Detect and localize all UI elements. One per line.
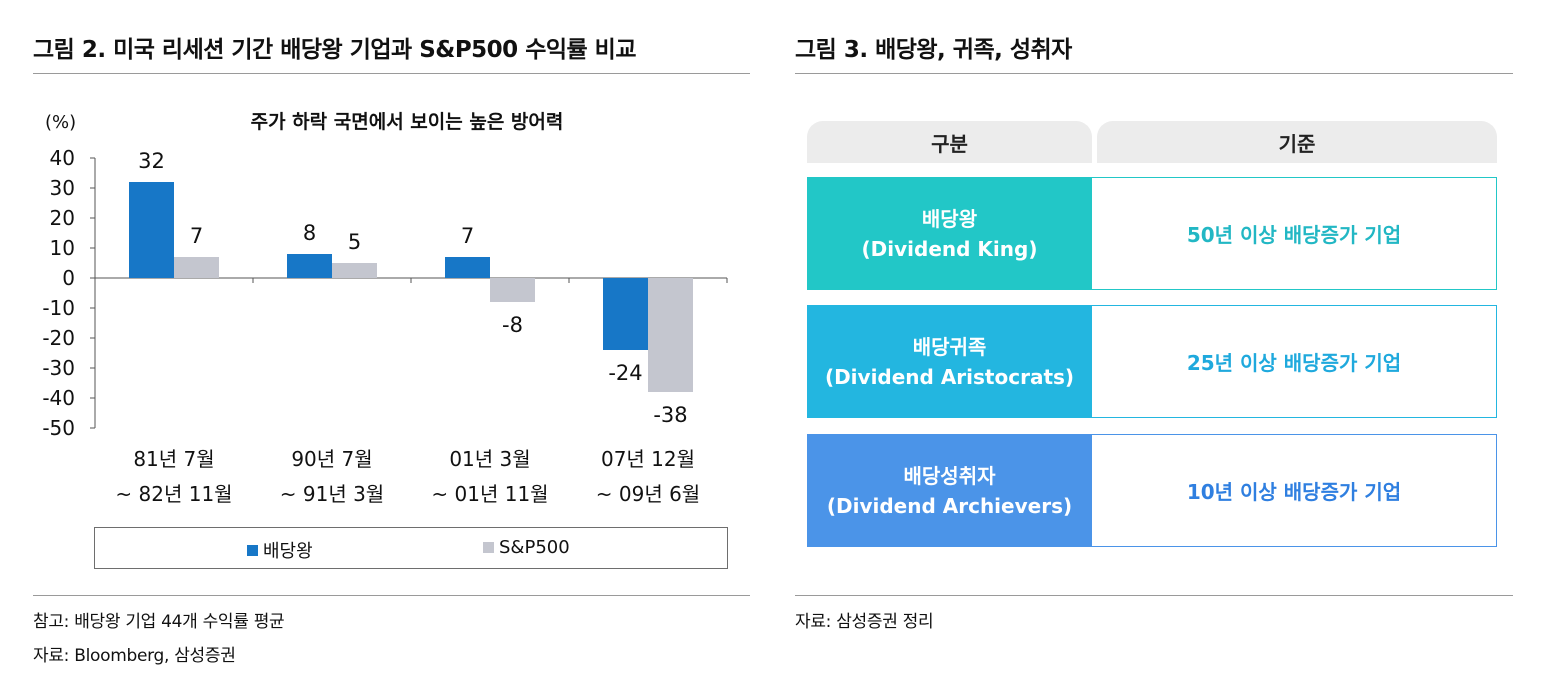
x-tick-label: ~ 09년 6월 [596,482,700,506]
data-label: 8 [303,221,316,245]
y-tick-label: 30 [50,176,75,200]
bar-sp500 [174,257,219,278]
table-row-dividend-king-label: 배당왕 (Dividend King) [807,177,1092,290]
legend-swatch-series-2 [483,542,494,553]
table-header-category: 구분 [807,121,1092,163]
table-row-dividend-king-criteria: 50년 이상 배당증가 기업 [1092,177,1497,290]
figure3-top-rule [795,73,1513,74]
chart-title: 주가 하락 국면에서 보이는 높은 방어력 [251,111,564,133]
bar-sp500 [648,278,693,392]
row-english: (Dividend King) [861,236,1038,261]
y-tick-label: -50 [42,416,75,440]
data-label: 32 [138,149,165,173]
figure3-bottom-rule [795,595,1513,596]
data-label: 7 [190,224,203,248]
figure2-title: 그림 2. 미국 리세션 기간 배당왕 기업과 S&P500 수익률 비교 [33,37,637,63]
data-label: -8 [502,313,523,337]
y-tick-label: 40 [50,146,75,170]
table-row-dividend-aristocrats-label: 배당귀족 (Dividend Aristocrats) [807,305,1092,418]
figure2-source: 자료: Bloomberg, 삼성증권 [33,646,236,666]
x-tick-label: 07년 12월 [601,447,695,471]
y-tick-label: -30 [42,356,75,380]
data-label: -24 [608,361,642,385]
row-english: (Dividend Aristocrats) [824,364,1075,389]
legend-item-series-1: 배당왕 [247,537,313,563]
y-tick-label: -10 [42,296,75,320]
data-label: -38 [653,403,687,427]
x-tick-label: 90년 7월 [291,447,372,471]
figure2-note: 참고: 배당왕 기업 44개 수익률 평균 [33,612,285,632]
y-tick-label: -40 [42,386,75,410]
figure3-source: 자료: 삼성증권 정리 [795,612,934,632]
row-name: 배당왕 [921,206,978,231]
y-tick-label: 10 [50,236,75,260]
legend-swatch-series-1 [247,544,258,556]
row-name: 배당성취자 [903,463,996,488]
x-tick-label: ~ 82년 11월 [115,482,232,506]
table-row-dividend-achievers-criteria: 10년 이상 배당증가 기업 [1092,434,1497,547]
row-criteria: 50년 이상 배당증가 기업 [1186,223,1402,247]
table-row-dividend-achievers-label: 배당성취자 (Dividend Archievers) [807,434,1092,547]
bar-chart: 주가 하락 국면에서 보이는 높은 방어력 (%) 40 30 20 10 0 -10 -20 -… [42,111,728,506]
y-axis-unit: (%) [45,112,76,133]
bar-dividend-king [287,254,332,278]
y-tick-label: -20 [42,326,75,350]
legend-item-series-2: S&P500 [483,537,570,558]
legend-label-series-1: 배당왕 [263,541,313,562]
x-tick-label: ~ 01년 11월 [431,482,548,506]
x-tick-label: 01년 3월 [449,447,530,471]
bar-dividend-king [129,182,174,278]
x-tick-label: ~ 91년 3월 [280,482,384,506]
bar-dividend-king [603,278,648,350]
row-english: (Dividend Archievers) [826,493,1073,518]
figure2-top-rule [33,73,750,74]
figure2-bottom-rule [33,595,750,596]
row-name: 배당귀족 [912,334,987,359]
bar-dividend-king [445,257,490,278]
row-criteria: 25년 이상 배당증가 기업 [1186,351,1402,375]
figure3-title: 그림 3. 배당왕, 귀족, 성취자 [795,37,1072,63]
y-tick-label: 20 [50,206,75,230]
y-tick-label: 0 [62,266,75,290]
row-criteria: 10년 이상 배당증가 기업 [1186,480,1402,504]
legend-label-series-2: S&P500 [499,537,570,558]
data-label: 7 [461,224,474,248]
bar-sp500 [490,278,535,302]
x-tick-label: 81년 7월 [133,447,214,471]
table-header-criteria: 기준 [1097,121,1497,163]
table-row-dividend-aristocrats-criteria: 25년 이상 배당증가 기업 [1092,305,1497,418]
chart-legend: 배당왕 S&P500 [94,527,728,569]
data-label: 5 [348,230,361,254]
bar-sp500 [332,263,377,278]
